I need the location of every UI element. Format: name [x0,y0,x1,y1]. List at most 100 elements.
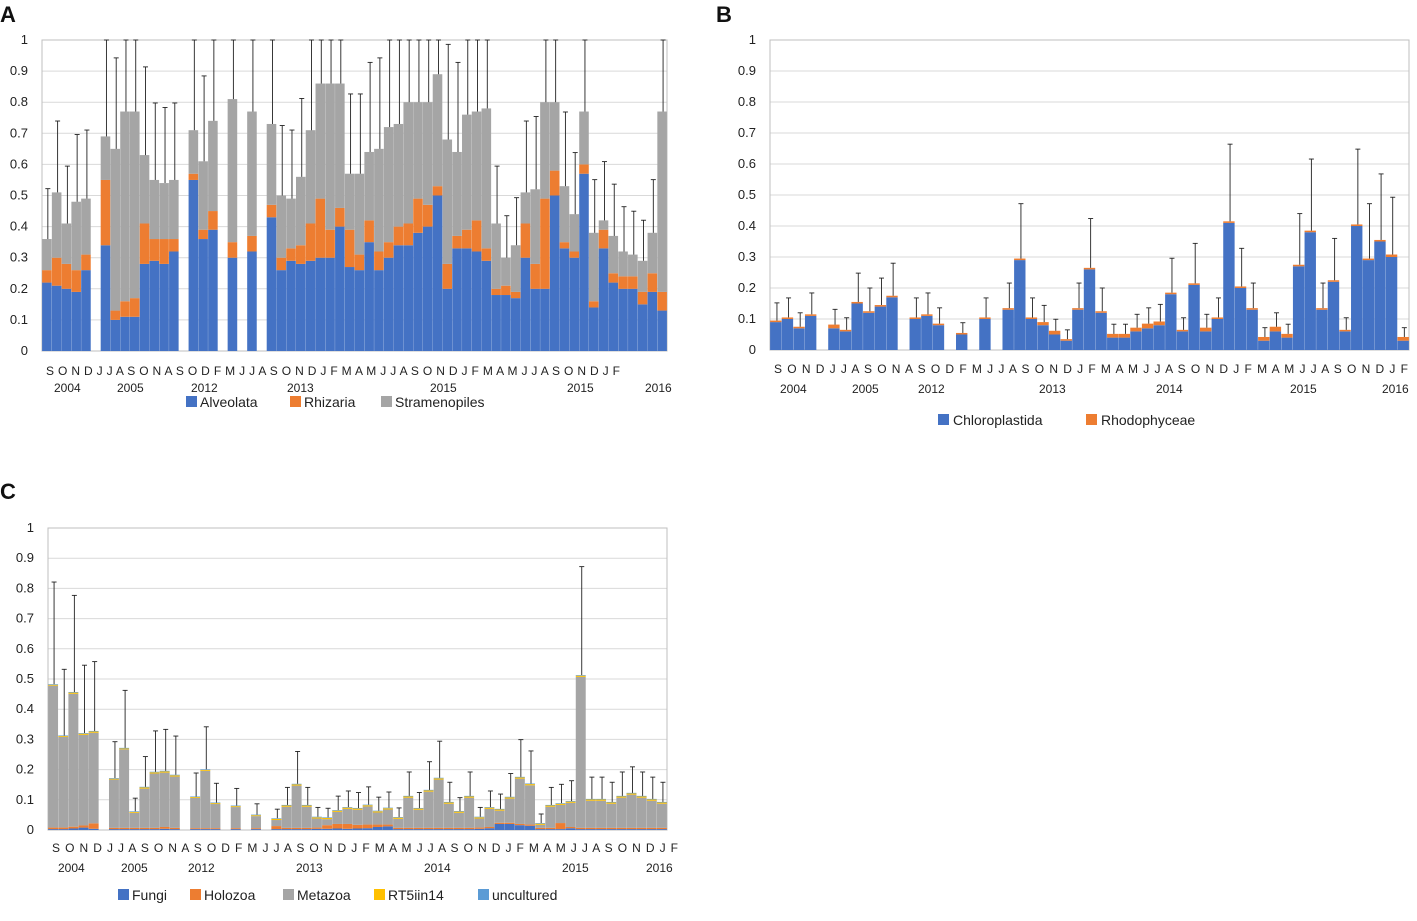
bar-metazoa [190,797,201,829]
bar-rt5iin14 [626,793,637,795]
legend-label-rhodophyceae: Rhodophyceae [1101,412,1195,428]
panel-c-legend: Fungi Holozoa Metazoa RT5iin14 unculture… [118,887,557,903]
bar-rhizaria [442,263,453,289]
bar-metazoa [301,806,312,828]
bar-holozoa [494,822,505,824]
y-tick-label: 0.1 [10,312,28,327]
bar-uncultured [656,801,667,803]
bar-holozoa [626,827,637,830]
bar-rt5iin14 [352,808,363,810]
bar-metazoa [484,808,495,827]
year-label: 2004 [54,381,81,395]
bar-holozoa [565,826,576,829]
panel-a-label: A [0,2,16,27]
bar-fungi [403,829,414,830]
bar-stramenopiles [71,201,81,271]
bar-chloroplastida [1281,337,1293,350]
bar-rhizaria [129,298,140,317]
bar-holozoa [382,824,393,827]
bar-chloroplastida [1327,281,1340,350]
bar-rt5iin14 [281,805,292,807]
bar-uncultured [464,795,475,797]
bar-holozoa [545,827,556,830]
bar-rhodophyceae [874,305,887,307]
bar-rhodophyceae [1234,286,1247,288]
year-label: 2016 [646,861,673,875]
bar-rt5iin14 [514,777,525,779]
bar-uncultured [555,803,566,804]
bar-chloroplastida [828,328,840,350]
bar-rhizaria [364,220,374,243]
bar-uncultured [443,801,454,803]
bar-fungi [504,823,515,830]
bar-stramenopiles [100,136,111,180]
bar-uncultured [119,747,130,749]
bar-holozoa [656,827,667,830]
bar-uncultured [322,817,333,818]
year-label: 2015 [1290,382,1317,396]
bar-fungi [149,829,160,830]
legend-label-chloroplastida: Chloroplastida [953,412,1043,428]
year-label: 2005 [121,861,148,875]
bar-metazoa [139,788,150,828]
bar-rhodophyceae [1153,321,1165,326]
bar-alveolata [110,319,121,351]
bar-alveolata [374,270,384,351]
bar-alveolata [510,298,521,351]
bar-alveolata [657,310,667,351]
bar-holozoa [433,827,444,830]
bar-fungi [545,829,556,830]
bar-rt5iin14 [322,817,333,820]
bar-fungi [139,829,150,830]
bar-stramenopiles [61,223,72,264]
bar-rhodophyceae [979,317,991,319]
bar-metazoa [332,811,343,824]
bar-uncultured [545,804,556,806]
bar-metazoa [636,797,647,828]
bar-stramenopiles [139,155,150,224]
bar-fungi [169,829,180,830]
y-tick-label: 0 [27,822,34,837]
bar-stramenopiles [637,260,648,292]
bar-rhizaria [647,273,658,292]
bar-rhodophyceae [1141,323,1154,329]
legend-swatch-holozoa [190,889,201,900]
bar-rt5iin14 [159,771,170,773]
bar-rhodophyceae [1060,339,1072,341]
bar-rt5iin14 [535,823,546,825]
bar-alveolata [647,291,658,351]
bar-alveolata [305,260,316,351]
bar-rhodophyceae [839,329,852,332]
bar-stramenopiles [208,120,218,212]
bar-fungi [372,826,383,830]
bar-uncultured [575,675,586,676]
bar-alveolata [188,179,199,351]
legend-label-holozoa: Holozoa [204,887,256,903]
panel-c-label: C [0,479,16,504]
bar-uncultured [342,807,353,808]
bar-metazoa [575,676,586,828]
bar-rt5iin14 [129,811,140,813]
bar-rt5iin14 [575,675,586,677]
bar-fungi [48,829,59,830]
bar-uncultured [423,789,434,791]
y-tick-label: 0.6 [16,641,34,656]
bar-rhizaria [569,251,580,258]
bar-holozoa [169,827,180,830]
bar-chloroplastida [932,325,945,350]
bar-uncultured [200,769,211,770]
y-tick-label: 0.5 [738,187,756,202]
bar-rhodophyceae [1374,239,1386,242]
bar-rt5iin14 [139,787,150,789]
bar-rt5iin14 [210,803,221,805]
bar-uncultured [616,795,627,797]
bar-fungi [271,829,282,830]
bar-holozoa [291,827,302,830]
bar-stramenopiles [383,127,394,243]
bar-fungi [251,829,261,830]
bar-holozoa [301,827,312,830]
bar-rhizaria [530,263,540,289]
bar-rhizaria [51,257,62,286]
bar-alveolata [501,295,511,351]
legend-swatch-metazoa [283,889,294,900]
